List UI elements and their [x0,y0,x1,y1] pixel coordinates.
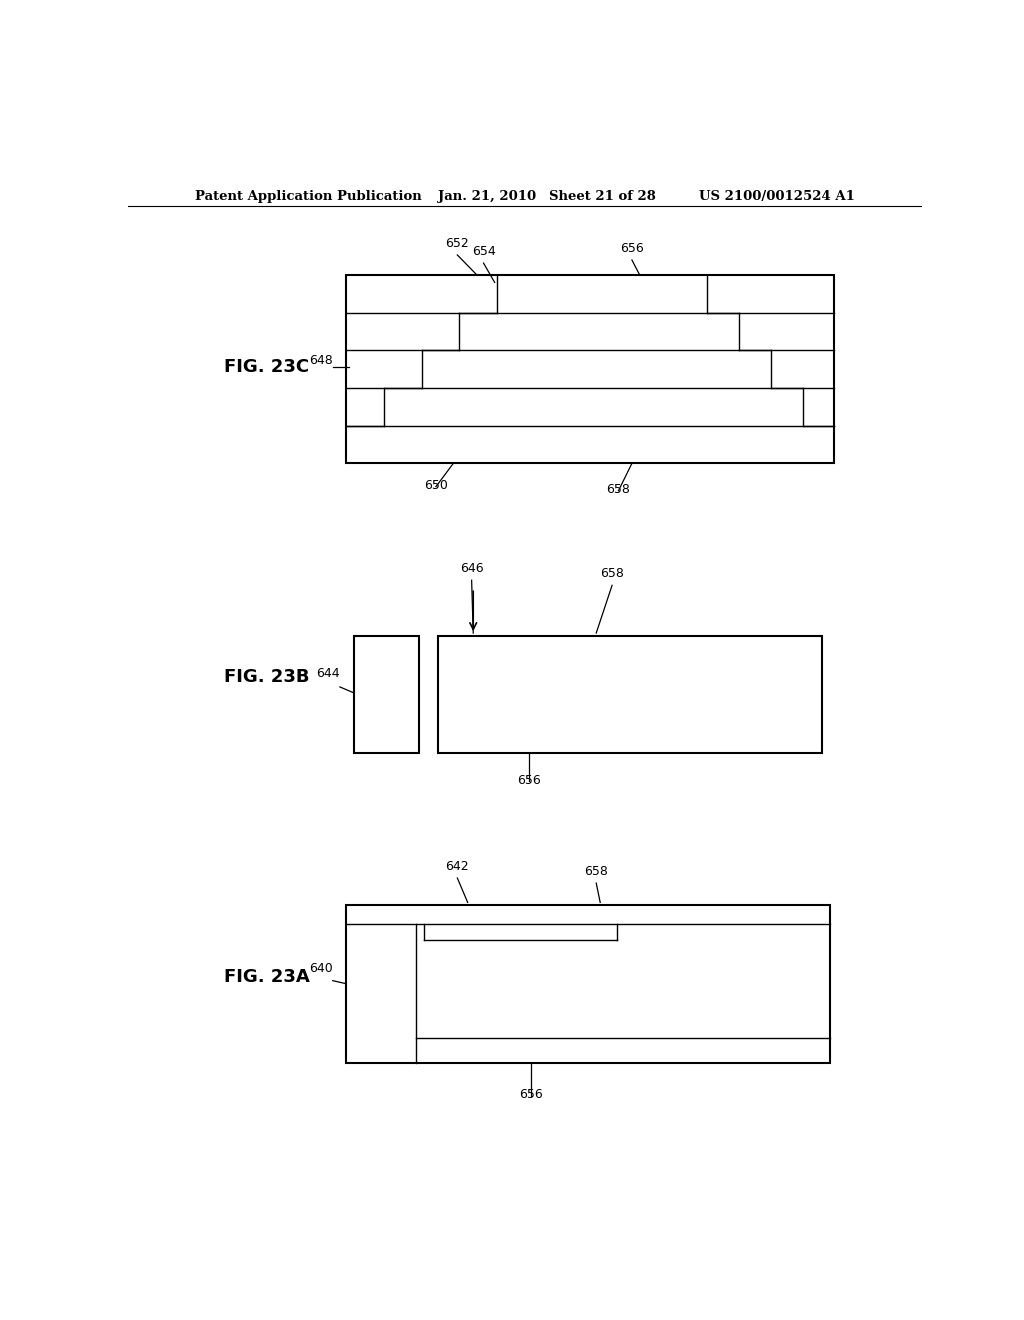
Text: 652: 652 [445,236,469,249]
Text: FIG. 23B: FIG. 23B [224,668,309,686]
Text: 644: 644 [316,667,340,680]
Text: 654: 654 [472,246,496,257]
Text: 658: 658 [585,865,608,878]
Text: 648: 648 [309,354,333,367]
Text: Jan. 21, 2010: Jan. 21, 2010 [437,190,536,202]
Text: 656: 656 [517,774,541,787]
Text: 656: 656 [621,242,644,255]
Text: Patent Application Publication: Patent Application Publication [196,190,422,202]
Bar [437,636,822,752]
Text: US 2100/0012524 A1: US 2100/0012524 A1 [699,190,855,202]
Text: Sheet 21 of 28: Sheet 21 of 28 [549,190,655,202]
Text: 658: 658 [606,483,631,496]
Text: 658: 658 [600,568,624,581]
Text: 656: 656 [519,1088,543,1101]
Text: 646: 646 [460,562,483,576]
Text: FIG. 23C: FIG. 23C [224,358,309,376]
Bar [346,906,830,1063]
Bar [346,276,835,463]
Text: 642: 642 [445,859,469,873]
Text: FIG. 23A: FIG. 23A [224,968,309,986]
Text: 650: 650 [424,479,447,492]
Text: 640: 640 [309,961,333,974]
Bar [354,636,419,752]
